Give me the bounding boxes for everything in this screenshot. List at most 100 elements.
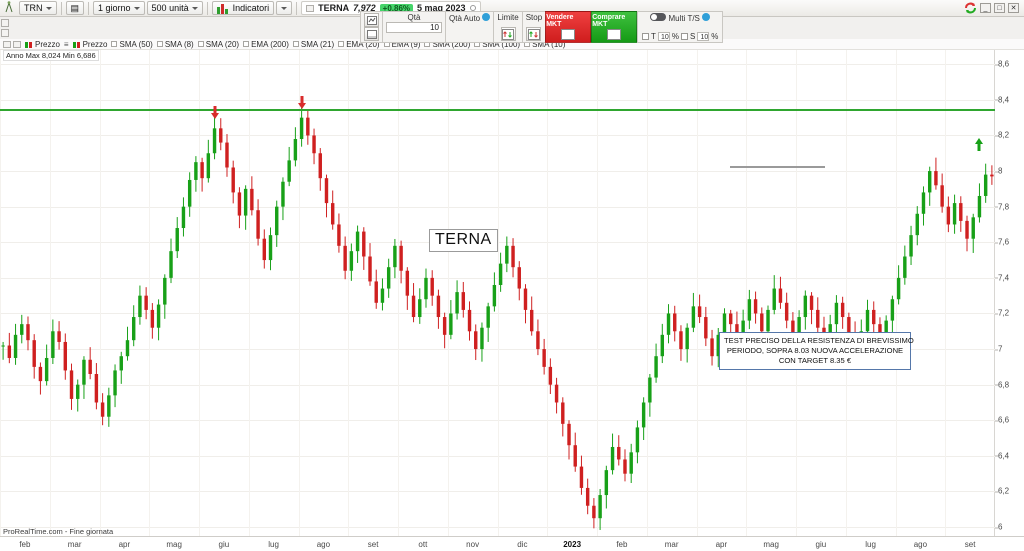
multi-ts-fields: T 10 % S 10 % [641,32,718,41]
toolbar-divider [206,1,208,15]
x-axis-tick: ott [418,540,428,549]
ticker-date: 5 mag 2023 [417,3,466,13]
limit-cell[interactable]: Limite [493,11,522,43]
legend-item-ema-20[interactable]: EMA (20) [338,40,380,49]
legend-item-label: SMA (20) [205,39,240,49]
limit-label: Limite [497,13,519,22]
legend-item-label: Prezzo [35,39,60,49]
legend-item-label: Prezzo [82,39,108,49]
short-term-resistance-line[interactable] [730,165,825,168]
indicators-button[interactable]: Indicatori [211,1,275,15]
stop-checkbox[interactable] [680,33,688,40]
x-axis-tick: dic [517,540,528,549]
legend-checkbox[interactable] [243,41,250,47]
legend-checkbox[interactable] [111,41,118,47]
target-resistance-line[interactable] [0,108,995,111]
legend-checkbox[interactable] [197,41,204,47]
multi-ts-toggle[interactable] [650,13,667,21]
qty-auto-cell[interactable]: Qtà Auto [445,11,494,43]
legend-item-sma-20[interactable]: SMA (20) [197,39,240,49]
legend-checkbox[interactable] [292,41,299,47]
x-axis-tick: mag [166,540,182,549]
order-settings-icon[interactable] [364,27,379,41]
gridline-vertical [597,50,598,536]
legend-item-sma-8[interactable]: SMA (8) [156,40,194,49]
gridline-vertical [547,50,549,536]
stop-cell[interactable]: Stop [521,11,546,43]
minimize-button[interactable]: _ [980,3,991,13]
x-axis-tick: mar [67,540,82,549]
timeframe-selector-button[interactable]: 1 giorno [93,1,145,15]
x-axis-tick: giu [218,540,230,549]
x-axis[interactable]: feb mar apr mag giu lug ago set ott nov dic 2023 feb… [0,536,1024,551]
legend-item-prezzo[interactable]: Prezzo [25,40,60,49]
x-axis-tick: feb [19,540,31,549]
buy-signal-arrow-icon [975,138,984,152]
sell-signal-arrow-icon [210,106,219,120]
legend-checkbox[interactable] [156,41,163,47]
layout-button[interactable]: ▤ [65,1,85,15]
x-axis-tick: lug [865,540,876,549]
gridline-vertical [497,50,499,536]
y-axis-tick: 6,4 [994,451,1010,461]
stop-order-icon[interactable] [526,27,542,41]
close-button[interactable]: ✕ [1008,3,1019,13]
sell-market-icon [561,29,576,40]
legend-item-label: SMA (10) [532,39,566,49]
gridline-vertical [845,50,847,536]
price-chart[interactable]: TERNA TEST PRECISO DELLA RESISTENZA DI B… [0,50,995,536]
refresh-icon[interactable] [964,2,977,14]
legend-settings-icon[interactable] [13,40,21,48]
main-toolbar: TRN ▤ 1 giorno 500 unità Indicatori [0,0,1024,17]
quantity-cell[interactable]: Qtà 10 [382,11,445,43]
x-axis-tick: set [367,540,379,549]
gridline-vertical [447,50,449,536]
order-ticket-icon[interactable] [364,13,379,27]
gridline-vertical [49,50,51,536]
buy-market-label: Comprare MKT [592,14,626,28]
legend-expand-icon[interactable] [3,40,11,48]
maximize-button[interactable]: □ [994,3,1005,13]
gridline-vertical [895,50,897,536]
y-axis-tick: 6,2 [994,486,1010,496]
symbol-selector-button[interactable]: TRN [19,1,57,15]
units-selector-button[interactable]: 500 unità [146,1,203,15]
quantity-input[interactable]: 10 [386,22,442,33]
legend-item-prezzo[interactable]: Prezzo [72,39,108,49]
y-axis-tick: 6,8 [994,380,1010,390]
units-label: 500 unità [151,3,189,13]
indicators-dropdown-button[interactable] [276,1,293,15]
buy-market-button[interactable]: Comprare MKT [591,11,638,43]
legend-tools[interactable] [3,40,21,48]
sell-market-button[interactable]: Vendere MKT [545,11,592,43]
symbol-watermark-label[interactable]: TERNA [429,229,498,252]
note-line-3: CON TARGET 8.35 € [778,356,852,365]
legend-item-sma-50[interactable]: SMA (50) [111,40,153,49]
y-axis-tick: 7,6 [994,237,1010,247]
legend-checkbox[interactable] [338,41,345,47]
y-axis[interactable]: 8,6 8,4 8,2 8 7,8 7,6 7,4 7,2 7 6,8 6,6 6,4 6,2 6 [994,50,1024,536]
chevron-down-icon [133,6,140,10]
limit-order-icon[interactable] [500,27,516,41]
stop-pct-input[interactable]: 10 [697,32,710,41]
crosshair-icon[interactable] [1,19,9,27]
qty-auto-text: Qtà Auto [449,14,481,23]
gridline-vertical [0,50,1,536]
multi-ts-cell[interactable]: Multi T/S T 10 % S 10 % [637,11,724,43]
legend-item-sma-21[interactable]: SMA (21) [292,40,334,49]
trading-panel: Qtà 10 Qtà Auto Limite Stop Vendere MKT [360,11,724,43]
chart-annotation-note[interactable]: TEST PRECISO DELLA RESISTENZA DI BREVISS… [719,332,914,370]
legend-link-icon[interactable]: ≡ [63,39,69,49]
target-pct-input[interactable]: 10 [657,32,670,41]
draw-tool-icon[interactable] [1,29,9,37]
indicator-icon [216,3,230,14]
chart-tool-icon[interactable] [2,1,17,15]
order-type-cell[interactable] [360,11,382,43]
target-checkbox[interactable] [641,33,649,40]
window-controls: _ □ ✕ [964,2,1022,14]
legend-item-ema-200[interactable]: EMA (200) [243,40,289,49]
chart-plot-area[interactable] [0,50,995,536]
chevron-down-icon [281,6,288,10]
legend-item-label: EMA (200) [251,39,289,49]
multi-ts-label: Multi T/S [668,14,700,23]
